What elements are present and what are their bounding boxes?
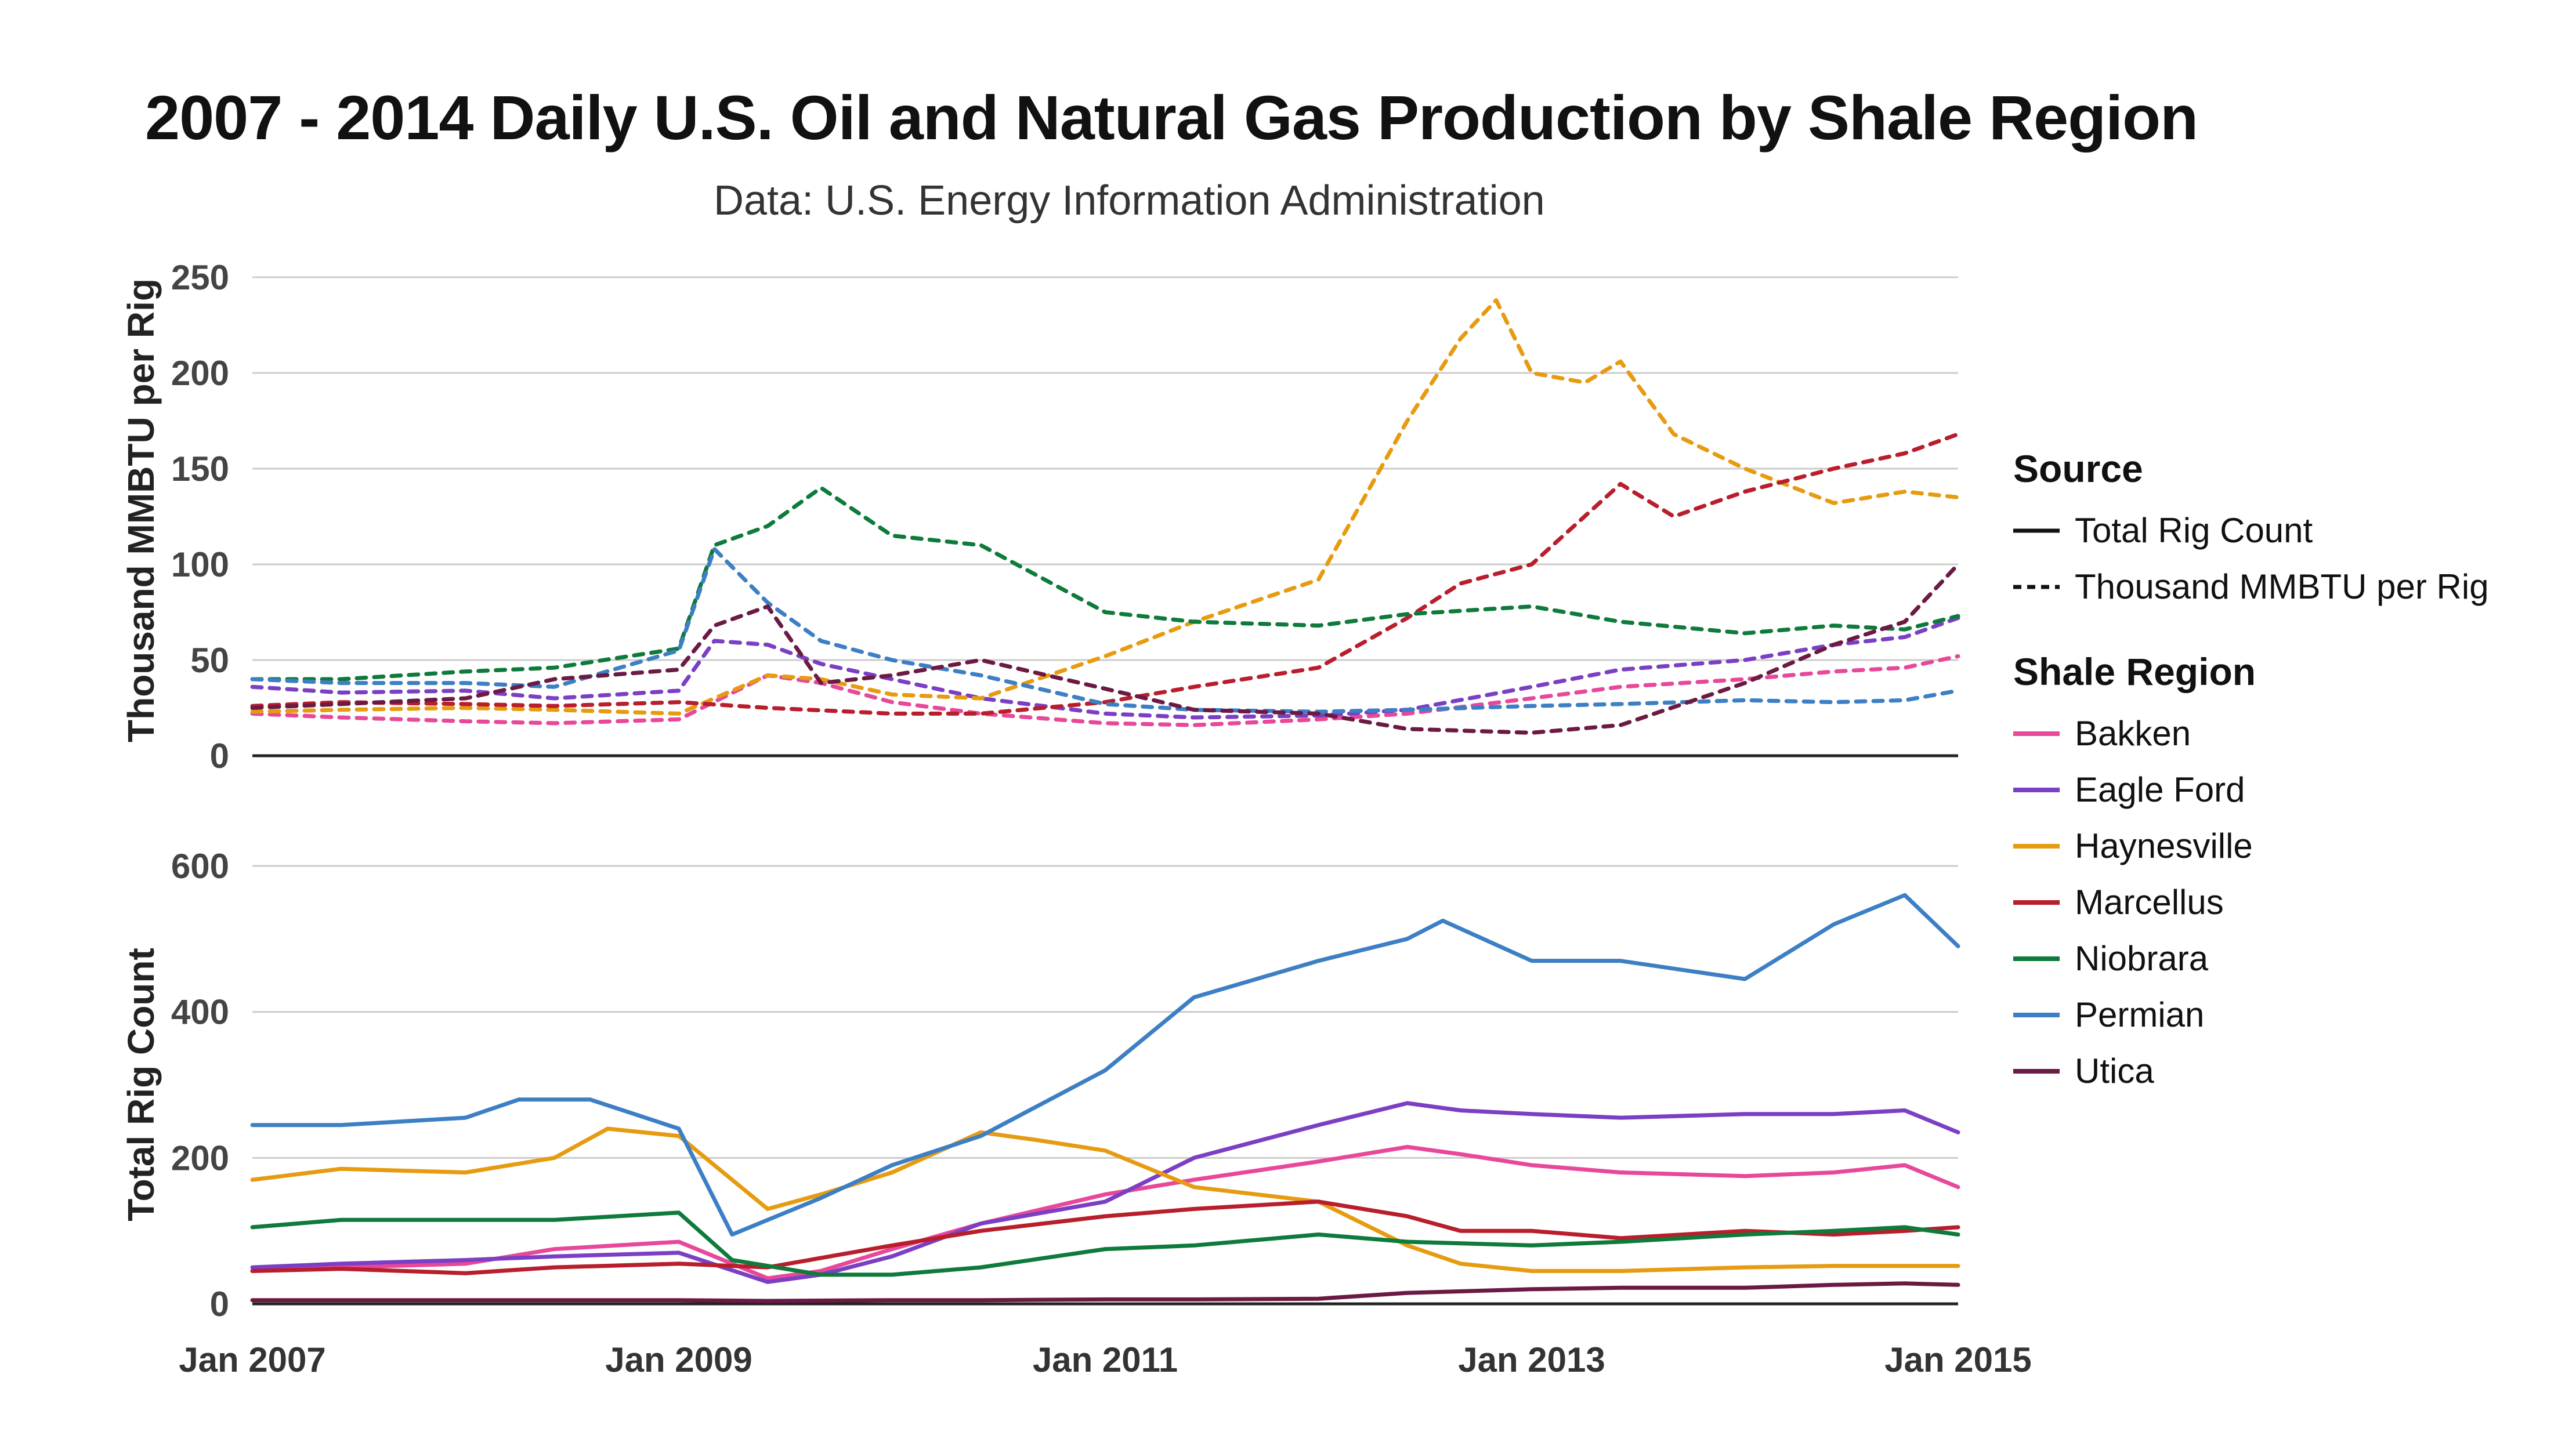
top-series-haynesville <box>250 298 1960 716</box>
legend-label: Utica <box>2075 1052 2154 1090</box>
legend-dashed-line-swatch <box>2013 585 2060 589</box>
x-tick-label: Jan 2015 <box>1884 1340 2032 1379</box>
legend-label: Haynesville <box>2075 826 2253 865</box>
legend-color-swatch <box>2013 787 2060 792</box>
legend-label: Total Rig Count <box>2075 511 2313 550</box>
legend-color-swatch <box>2013 731 2060 736</box>
legend-color-swatch <box>2013 956 2060 961</box>
bottom-series-bakken <box>250 1145 1960 1281</box>
legend-item-total-rig-count: Total Rig Count <box>2013 502 2559 559</box>
top-series-permian <box>250 547 1960 714</box>
legend-item-bakken: Bakken <box>2013 705 2559 762</box>
x-tick-label: Jan 2013 <box>1458 1340 1605 1379</box>
bottom-panel-grid: 0 200 400 600 <box>171 847 1958 1324</box>
legend-item-haynesville: Haynesville <box>2013 818 2559 874</box>
bottom-series-haynesville <box>250 1126 1960 1273</box>
legend-label: Niobrara <box>2075 939 2209 978</box>
axis-labels: Thousand MMBTU per Rig Total Rig Count J… <box>120 278 2032 1379</box>
bottom-panel-series <box>250 893 1960 1303</box>
legend-color-swatch <box>2013 1068 2060 1074</box>
legend-label: Marcellus <box>2075 883 2224 922</box>
top-panel-grid: 0 50 100 150 200 250 <box>171 258 1958 775</box>
top-series-bakken <box>250 654 1960 727</box>
legend-item-eagle-ford: Eagle Ford <box>2013 762 2559 818</box>
bottom-y-tick-label: 200 <box>171 1139 229 1177</box>
top-y-tick-label: 250 <box>171 258 229 297</box>
bottom-y-tick-label: 400 <box>171 993 229 1032</box>
bottom-y-axis-label: Total Rig Count <box>120 948 162 1221</box>
top-series-marcellus <box>250 432 1960 716</box>
chart-subtitle: Data: U.S. Energy Information Administra… <box>714 177 1545 224</box>
top-series-niobrara <box>250 485 1960 682</box>
x-tick-label: Jan 2009 <box>605 1340 752 1379</box>
legend-color-swatch <box>2013 843 2060 849</box>
chart-title: 2007 - 2014 Daily U.S. Oil and Natural G… <box>145 82 2198 153</box>
top-panel-series <box>250 298 1960 735</box>
legend-source-title: Source <box>2013 447 2143 490</box>
x-tick-label: Jan 2007 <box>179 1340 326 1379</box>
legend-label: Bakken <box>2075 714 2191 753</box>
legend-item-permian: Permian <box>2013 987 2559 1043</box>
legend-region-list: Bakken Eagle Ford Haynesville Marcellus Niob… <box>2013 705 2559 1099</box>
legend-solid-line-swatch <box>2013 528 2060 532</box>
legend-item-niobrara: Niobrara <box>2013 930 2559 987</box>
legend-label: Eagle Ford <box>2075 770 2245 809</box>
legend-color-swatch <box>2013 900 2060 905</box>
bottom-series-niobrara <box>250 1210 1960 1277</box>
legend: Source Total Rig Count Thousand MMBTU pe… <box>2013 447 2559 1099</box>
legend-color-swatch <box>2013 1012 2060 1017</box>
top-y-tick-label: 0 <box>210 737 229 775</box>
bottom-series-marcellus <box>250 1199 1960 1275</box>
top-y-tick-label: 50 <box>190 641 229 680</box>
legend-label: Permian <box>2075 995 2205 1034</box>
top-y-axis-label: Thousand MMBTU per Rig <box>120 278 162 742</box>
bottom-series-eagle-ford <box>250 1101 1960 1284</box>
bottom-series-permian <box>250 893 1960 1237</box>
legend-item-mmbtu-per-rig: Thousand MMBTU per Rig <box>2013 559 2559 615</box>
bottom-y-tick-label: 600 <box>171 847 229 886</box>
top-y-tick-label: 100 <box>171 545 229 584</box>
legend-item-utica: Utica <box>2013 1043 2559 1099</box>
legend-item-marcellus: Marcellus <box>2013 874 2559 930</box>
legend-label: Thousand MMBTU per Rig <box>2075 567 2489 606</box>
bottom-y-tick-label: 0 <box>210 1285 229 1324</box>
top-y-tick-label: 200 <box>171 354 229 393</box>
top-series-utica <box>250 562 1960 735</box>
x-tick-label: Jan 2011 <box>1033 1340 1178 1379</box>
top-y-tick-label: 150 <box>171 449 229 488</box>
legend-region-title: Shale Region <box>2013 650 2256 693</box>
bottom-series-utica <box>250 1281 1960 1303</box>
